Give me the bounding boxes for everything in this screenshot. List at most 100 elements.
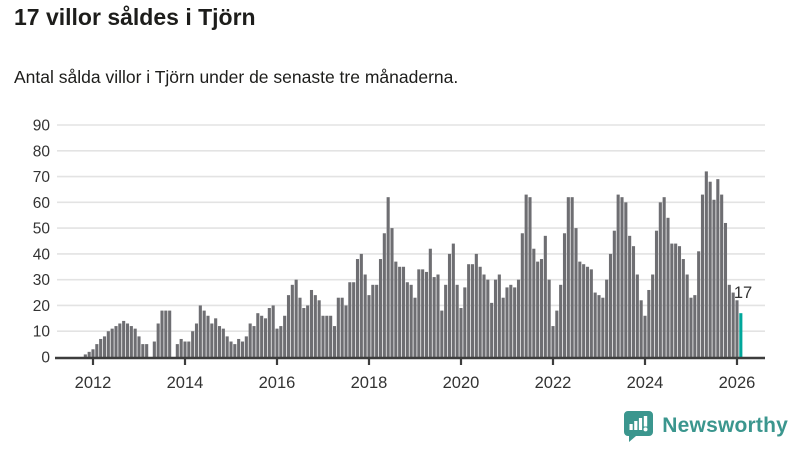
bar: [681, 259, 685, 357]
highlighted-bar: [739, 313, 743, 357]
bar: [424, 271, 429, 357]
bar: [716, 179, 720, 357]
bar: [191, 331, 195, 357]
bar: [421, 269, 425, 357]
bar: [183, 341, 187, 357]
x-axis-label: 2018: [351, 374, 388, 392]
bar: [562, 233, 567, 357]
bar: [597, 295, 601, 357]
bar: [585, 266, 590, 357]
bar: [187, 341, 191, 357]
bar: [474, 253, 478, 357]
bar: [605, 279, 609, 357]
bar: [628, 235, 632, 357]
newsworthy-wordmark: Newsworthy: [662, 414, 788, 437]
bar: [447, 253, 452, 357]
bar: [624, 202, 628, 357]
bar: [467, 264, 471, 357]
bar: [309, 289, 314, 357]
bar: [125, 323, 130, 357]
bar: [689, 297, 693, 357]
bar: [578, 261, 582, 357]
bar: [570, 197, 574, 357]
bar: [574, 228, 578, 357]
bar: [325, 315, 329, 357]
bar: [401, 266, 406, 357]
bar: [298, 297, 302, 357]
bar: [283, 315, 287, 357]
bar: [528, 197, 532, 357]
bar: [279, 326, 283, 357]
bar: [248, 323, 252, 357]
bar: [263, 318, 268, 357]
bar: [555, 310, 559, 357]
bar: [670, 243, 674, 357]
bar: [137, 336, 141, 357]
bar: [179, 338, 183, 357]
bar: [229, 341, 233, 357]
bar: [428, 248, 432, 357]
bar: [329, 315, 333, 357]
bar: [118, 323, 122, 357]
bar: [478, 266, 482, 357]
bar: [225, 336, 229, 357]
bar: [294, 279, 298, 357]
bar: [516, 279, 521, 357]
bar: [317, 300, 321, 357]
bar: [122, 320, 126, 357]
bar: [240, 341, 245, 357]
bar: [275, 328, 279, 357]
y-axis-label: 20: [33, 298, 51, 315]
bar: [708, 181, 712, 357]
bar: [145, 344, 149, 357]
bar: [635, 274, 639, 357]
bar: [332, 326, 337, 357]
y-axis-label: 70: [33, 169, 51, 186]
bar: [631, 246, 636, 357]
bar: [513, 287, 517, 357]
bar: [432, 277, 436, 357]
bar: [156, 323, 160, 357]
bar: [543, 235, 547, 357]
bar: [198, 305, 202, 357]
bar: [505, 287, 509, 357]
bar: [160, 310, 164, 357]
bar: [390, 228, 394, 357]
bar: [693, 295, 697, 357]
newsworthy-icon: [624, 410, 654, 442]
bar: [129, 326, 133, 357]
y-axis-label: 60: [33, 195, 51, 212]
bar: [662, 197, 666, 357]
bar: [566, 197, 570, 357]
y-axis-label: 30: [33, 272, 51, 289]
bar: [233, 344, 237, 357]
chart-title: 17 villor såldes i Tjörn: [14, 4, 256, 30]
bar: [91, 349, 95, 357]
bar: [321, 315, 325, 357]
bar: [110, 328, 114, 357]
bar: [455, 284, 459, 357]
bar: [344, 305, 348, 357]
y-axis-label: 50: [33, 221, 51, 238]
bar: [501, 297, 505, 357]
bar: [252, 326, 256, 357]
bar: [493, 279, 498, 357]
bar: [643, 315, 647, 357]
bar: [593, 292, 597, 357]
bar: [616, 194, 620, 357]
bar: [639, 300, 643, 357]
bar: [114, 326, 118, 357]
bar: [363, 274, 367, 357]
bar: [486, 279, 490, 357]
bar: [451, 243, 455, 357]
bar: [677, 246, 682, 357]
bar: [497, 274, 501, 357]
bar: [286, 295, 291, 357]
bar: [340, 297, 344, 357]
bar: [141, 344, 145, 357]
bar: [413, 297, 417, 357]
y-axis-label: 80: [33, 143, 51, 160]
bar: [654, 230, 659, 357]
y-axis-label: 0: [41, 350, 50, 367]
